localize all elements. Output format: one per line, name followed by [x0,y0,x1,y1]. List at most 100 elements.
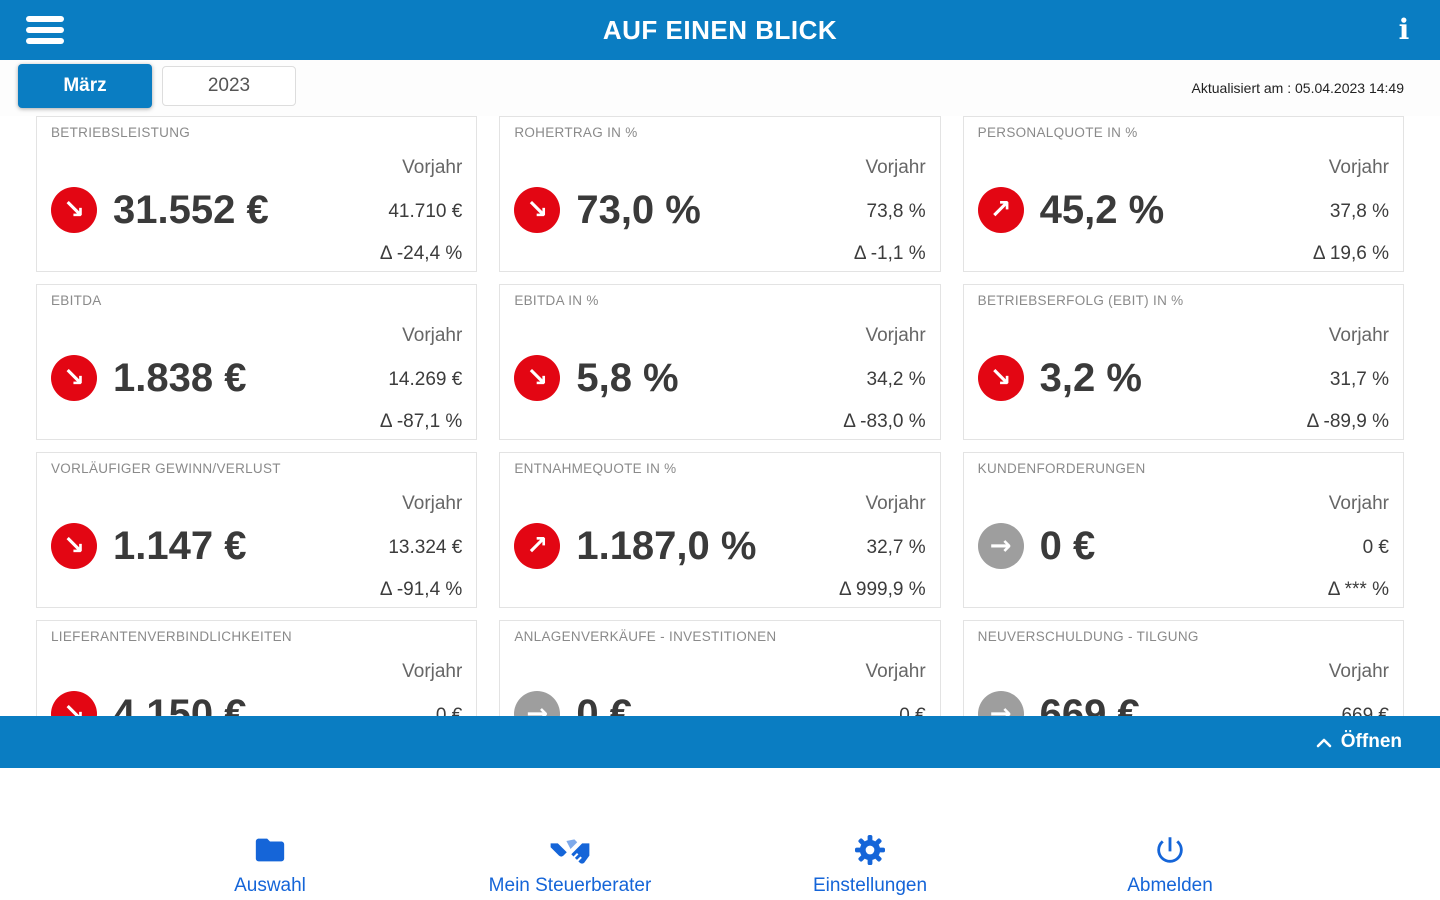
trend-down-icon: ↘ [51,691,97,716]
bottom-nav: Auswahl Mein Steuerberater Einstellungen Ab… [0,820,1440,900]
trend-down-icon: ↘ [51,355,97,401]
kpi-value: 1.838 € [113,355,247,400]
vorjahr-value: 669 € [1341,705,1389,716]
kpi-title: EBITDA [51,293,102,308]
trend-up-icon: ↗ [514,523,561,569]
trend-down-icon: ↘ [977,355,1024,401]
kpi-title: VORLÄUFIGER GEWINN/VERLUST [51,461,281,476]
vorjahr-value: 14.269 € [388,369,463,390]
vorjahr-label: Vorjahr [402,325,463,346]
trend-flat-icon: → [977,691,1024,716]
kpi-current: ↗ 1.187,0 % [514,523,756,569]
kpi-current: ↘ 73,0 % [514,187,701,233]
kpi-current: ↘ 5,8 % [514,355,679,401]
handshake-icon [548,832,592,868]
vorjahr-value: 31,7 % [1329,369,1389,390]
kpi-card[interactable]: NEUVERSCHULDUNG - TILGUNG → 669 € Vorjah… [962,620,1404,716]
bottom-sheet-toggle[interactable]: Öffnen [0,716,1440,768]
period-toolbar: März 2023 Aktualisiert am : 05.04.2023 14… [0,60,1440,116]
delta-value: Δ *** % [1327,579,1389,600]
kpi-value: 0 € [576,691,632,717]
vorjahr-label: Vorjahr [1328,661,1389,682]
kpi-card[interactable]: VORLÄUFIGER GEWINN/VERLUST ↘ 1.147 € Vor… [36,452,478,608]
kpi-current: → 669 € [977,691,1140,716]
nav-label: Abmelden [1127,875,1213,896]
updated-timestamp: Aktualisiert am : 05.04.2023 14:49 [1191,80,1404,96]
kpi-grid: BETRIEBSLEISTUNG ↘ 31.552 € Vorjahr 41.7… [36,116,1404,716]
delta-value: Δ -91,4 % [379,579,463,600]
kpi-current: ↘ 31.552 € [51,187,269,233]
kpi-title: BETRIEBSLEISTUNG [51,125,191,140]
kpi-value: 1.147 € [113,523,247,568]
tab-märz[interactable]: März [18,64,152,108]
kpi-card[interactable]: ENTNAHMEQUOTE IN % ↗ 1.187,0 % Vorjahr 3… [499,452,941,608]
delta-value: Δ -24,4 % [379,243,463,264]
vorjahr-label: Vorjahr [1328,157,1389,178]
nav-item-auswahl[interactable]: Auswahl [120,820,420,900]
vorjahr-label: Vorjahr [865,661,926,682]
vorjahr-label: Vorjahr [402,157,463,178]
power-icon [1153,832,1187,868]
trend-flat-icon: → [514,691,561,716]
vorjahr-label: Vorjahr [865,493,926,514]
kpi-card[interactable]: EBITDA IN % ↘ 5,8 % Vorjahr 34,2 % Δ -83… [499,284,941,440]
kpi-card[interactable]: BETRIEBSERFOLG (EBIT) IN % ↘ 3,2 % Vorja… [962,284,1404,440]
vorjahr-label: Vorjahr [865,325,926,346]
vorjahr-value: 34,2 % [866,369,926,390]
nav-item-einstellungen[interactable]: Einstellungen [720,820,1020,900]
nav-item-mein-steuerberater[interactable]: Mein Steuerberater [420,820,720,900]
kpi-card[interactable]: LIEFERANTENVERBINDLICHKEITEN ↘ 4.150 € V… [36,620,478,716]
kpi-current: ↗ 45,2 % [977,187,1164,233]
info-icon: i [1398,13,1410,46]
kpi-title: EBITDA IN % [514,293,599,308]
nav-item-abmelden[interactable]: Abmelden [1020,820,1320,900]
vorjahr-value: 32,7 % [866,537,926,558]
hamburger-menu-button[interactable] [26,16,64,44]
delta-value: Δ -87,1 % [379,411,463,432]
delta-value: Δ -83,0 % [843,411,926,432]
kpi-card[interactable]: KUNDENFORDERUNGEN → 0 € Vorjahr 0 € Δ **… [962,452,1404,608]
gear-icon [852,832,888,868]
kpi-current: ↘ 3,2 % [977,355,1142,401]
kpi-title: PERSONALQUOTE IN % [977,125,1138,140]
trend-up-icon: ↗ [977,187,1024,233]
kpi-title: KUNDENFORDERUNGEN [977,461,1146,476]
nav-label: Mein Steuerberater [488,875,652,896]
app-header: AUF EINEN BLICK i [0,0,1440,60]
kpi-content: BETRIEBSLEISTUNG ↘ 31.552 € Vorjahr 41.7… [0,116,1440,716]
info-button[interactable]: i [1394,16,1414,44]
nav-label: Einstellungen [812,875,928,896]
vorjahr-value: 0 € [435,705,463,716]
kpi-current: ↘ 1.838 € [51,355,246,401]
kpi-card[interactable]: ROHERTRAG IN % ↘ 73,0 % Vorjahr 73,8 % Δ… [499,116,941,272]
vorjahr-label: Vorjahr [865,157,926,178]
kpi-card[interactable]: ANLAGENVERKÄUFE - INVESTITIONEN → 0 € Vo… [499,620,941,716]
trend-down-icon: ↘ [514,187,561,233]
kpi-current: ↘ 4.150 € [51,691,246,716]
vorjahr-value: 0 € [899,705,926,716]
nav-label: Auswahl [234,875,306,896]
trend-down-icon: ↘ [51,523,97,569]
kpi-title: BETRIEBSERFOLG (EBIT) IN % [977,293,1184,308]
kpi-title: LIEFERANTENVERBINDLICHKEITEN [51,629,292,644]
kpi-current: ↘ 1.147 € [51,523,246,569]
kpi-value: 4.150 € [113,691,247,717]
delta-value: Δ -89,9 % [1306,411,1389,432]
kpi-current: → 0 € [514,691,632,716]
kpi-title: ENTNAHMEQUOTE IN % [514,461,677,476]
delta-value: Δ 999,9 % [839,579,926,600]
kpi-card[interactable]: BETRIEBSLEISTUNG ↘ 31.552 € Vorjahr 41.7… [36,116,478,272]
kpi-card[interactable]: EBITDA ↘ 1.838 € Vorjahr 14.269 € Δ -87,… [36,284,478,440]
vorjahr-value: 37,8 % [1329,201,1389,222]
trend-down-icon: ↘ [514,355,561,401]
tab-2023[interactable]: 2023 [162,66,296,106]
delta-value: Δ 19,6 % [1312,243,1389,264]
kpi-card[interactable]: PERSONALQUOTE IN % ↗ 45,2 % Vorjahr 37,8… [962,116,1404,272]
trend-down-icon: ↘ [51,187,97,233]
kpi-value: 73,0 % [576,187,701,232]
trend-flat-icon: → [977,523,1024,569]
vorjahr-label: Vorjahr [402,661,463,682]
hamburger-icon [26,16,64,22]
kpi-value: 1.187,0 % [576,523,757,568]
kpi-value: 0 € [1039,523,1096,568]
